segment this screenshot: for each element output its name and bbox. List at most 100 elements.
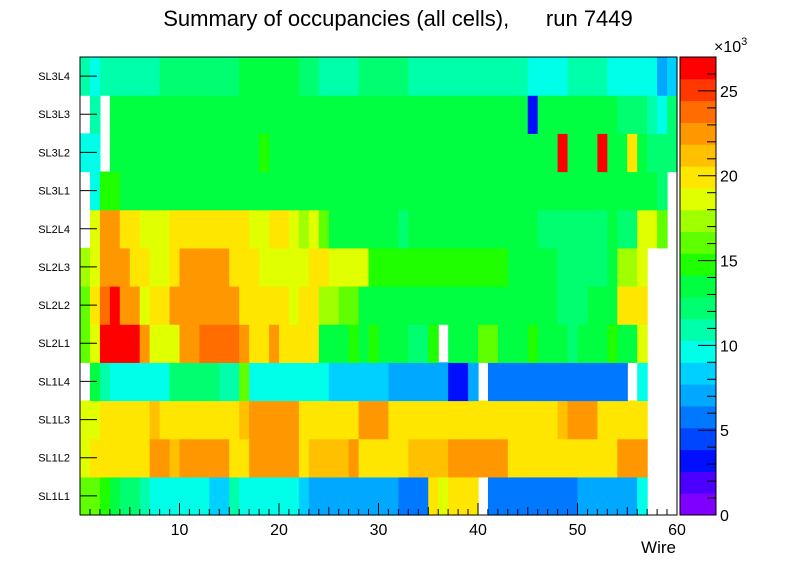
z-tick-label: 0 xyxy=(720,508,729,525)
heatmap-cell xyxy=(438,476,449,516)
heatmap-cell xyxy=(597,400,608,440)
heatmap-cell xyxy=(259,247,270,287)
heatmap-cell xyxy=(368,438,380,478)
heatmap-cell xyxy=(249,57,260,96)
heatmap-cell xyxy=(368,57,380,96)
palette-band xyxy=(680,384,716,407)
heatmap-cell xyxy=(617,95,628,134)
heatmap-cell xyxy=(617,400,628,440)
heatmap-cell xyxy=(269,362,280,402)
heatmap-cell xyxy=(358,476,370,516)
heatmap-cell xyxy=(298,171,310,211)
heatmap-cell xyxy=(408,362,419,402)
heatmap-cell xyxy=(557,171,569,211)
heatmap-cell xyxy=(109,95,121,134)
heatmap-cell xyxy=(139,362,151,402)
heatmap-cell xyxy=(169,171,181,211)
heatmap-cell xyxy=(109,400,121,440)
heatmap-cell xyxy=(468,438,479,478)
palette-band xyxy=(680,57,716,80)
heatmap-cell xyxy=(209,438,220,478)
heatmap-cell xyxy=(259,362,270,402)
heatmap-cell xyxy=(607,209,618,249)
heatmap-cell xyxy=(577,171,589,211)
heatmap-cell xyxy=(448,133,459,173)
heatmap-cell xyxy=(99,476,111,516)
z-tick-label: 25 xyxy=(720,84,738,101)
heatmap-cell xyxy=(199,476,210,516)
heatmap-cell xyxy=(269,476,280,516)
heatmap-cell xyxy=(398,286,409,325)
row-label: SL3L1 xyxy=(38,186,70,198)
heatmap-cell xyxy=(298,324,310,363)
heatmap-cell xyxy=(269,171,280,211)
heatmap-cell xyxy=(239,95,250,134)
heatmap-cell xyxy=(587,286,598,325)
heatmap-cell xyxy=(109,324,121,363)
heatmap-cell xyxy=(189,57,200,96)
heatmap-cell xyxy=(378,476,390,516)
heatmap-cell xyxy=(617,133,628,173)
heatmap-cell xyxy=(298,476,310,516)
heatmap-cell xyxy=(507,133,519,173)
heatmap-cell xyxy=(617,476,628,516)
heatmap-cell xyxy=(249,286,260,325)
heatmap-cell xyxy=(537,362,549,402)
heatmap-cell xyxy=(438,171,449,211)
heatmap-cell xyxy=(468,247,479,287)
heatmap-cell xyxy=(478,247,489,287)
heatmap-cell xyxy=(259,476,270,516)
heatmap-cell xyxy=(458,133,469,173)
heatmap-cell xyxy=(637,209,648,249)
heatmap-cell xyxy=(537,247,549,287)
heatmap-cell xyxy=(338,133,350,173)
heatmap-cell xyxy=(169,57,181,96)
heatmap-cell xyxy=(428,57,439,96)
heatmap-cell xyxy=(119,438,131,478)
heatmap-cell xyxy=(577,362,589,402)
heatmap-cell xyxy=(637,324,648,363)
heatmap-cell xyxy=(199,171,210,211)
heatmap-cell xyxy=(189,133,200,173)
heatmap-cell xyxy=(637,171,648,211)
heatmap-cell xyxy=(119,247,131,287)
heatmap-cell xyxy=(517,95,529,134)
heatmap-cell xyxy=(229,209,240,249)
heatmap-cell xyxy=(99,171,111,211)
heatmap-cell xyxy=(627,438,638,478)
heatmap-cell xyxy=(487,209,499,249)
heatmap-cell xyxy=(497,362,509,402)
heatmap-cell xyxy=(388,438,399,478)
heatmap-cell xyxy=(219,438,230,478)
heatmap-cell xyxy=(458,324,469,363)
palette-band xyxy=(680,318,716,342)
heatmap-cell xyxy=(458,171,469,211)
heatmap-cell xyxy=(259,438,270,478)
heatmap-cell xyxy=(348,476,360,516)
heatmap-cell xyxy=(239,476,250,516)
heatmap-cell xyxy=(497,476,509,516)
heatmap-cell xyxy=(557,476,569,516)
heatmap-cell xyxy=(597,95,608,134)
heatmap-cell xyxy=(249,133,260,173)
chart-title: Summary of occupancies (all cells), run … xyxy=(163,6,633,31)
heatmap-cell xyxy=(587,324,598,363)
heatmap-cell xyxy=(308,57,320,96)
palette-band xyxy=(680,275,716,298)
heatmap-cell xyxy=(358,438,370,478)
heatmap-cell xyxy=(577,476,589,516)
heatmap-cell xyxy=(587,476,598,516)
heatmap-cell xyxy=(209,171,220,211)
heatmap-cell xyxy=(169,400,181,440)
heatmap-cell xyxy=(159,57,171,96)
heatmap-cell xyxy=(298,133,310,173)
heatmap-cell xyxy=(557,438,569,478)
heatmap-cell xyxy=(587,57,598,96)
heatmap-cell xyxy=(577,247,589,287)
heatmap-cell xyxy=(468,57,479,96)
heatmap-cell xyxy=(428,171,439,211)
x-tick-label: 20 xyxy=(270,522,288,539)
heatmap-cell xyxy=(497,95,509,134)
heatmap-cell xyxy=(169,209,181,249)
